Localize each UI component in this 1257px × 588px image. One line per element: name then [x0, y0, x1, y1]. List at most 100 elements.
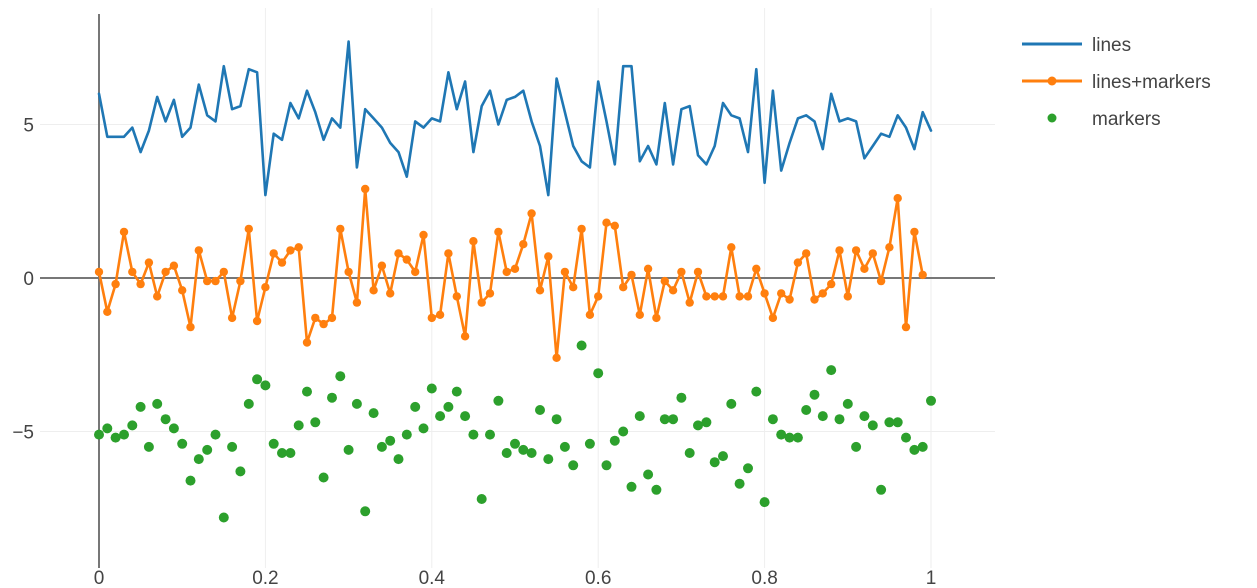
data-point	[419, 230, 428, 240]
data-point	[576, 340, 587, 351]
data-point	[585, 310, 595, 319]
data-point	[593, 368, 604, 379]
data-point	[502, 267, 511, 277]
data-point	[119, 429, 129, 440]
data-point	[252, 316, 262, 326]
data-point	[809, 389, 820, 400]
data-point	[186, 322, 195, 332]
data-point	[377, 261, 387, 270]
data-point	[627, 270, 636, 280]
x-tick-label: 0.4	[419, 568, 446, 588]
data-point	[143, 441, 154, 452]
data-point	[901, 322, 911, 332]
data-point	[168, 423, 179, 434]
data-point	[634, 411, 645, 422]
data-point	[302, 338, 312, 347]
data-point	[535, 405, 545, 415]
data-point	[402, 255, 411, 264]
data-point	[651, 484, 662, 495]
data-point	[494, 227, 503, 237]
data-point	[501, 448, 512, 458]
data-point	[94, 267, 104, 277]
data-point	[185, 475, 196, 486]
data-point	[710, 292, 719, 301]
data-point	[269, 249, 278, 258]
data-point	[444, 249, 453, 258]
data-point	[427, 313, 436, 323]
data-point	[318, 472, 329, 483]
data-point	[327, 392, 337, 403]
data-point	[643, 264, 653, 273]
data-point	[851, 441, 862, 452]
data-point	[293, 420, 304, 431]
tick-labels: 0 0.2 0.4 0.6 0.8 1 −5 0 5	[12, 116, 936, 588]
data-point	[551, 414, 562, 425]
data-point	[236, 276, 245, 286]
legend-item-lines-markers[interactable]: lines+markers	[1022, 72, 1211, 93]
legend-label: lines	[1092, 35, 1131, 56]
data-point	[102, 423, 113, 434]
data-point	[460, 411, 471, 422]
legend-item-lines[interactable]: lines	[1022, 35, 1131, 56]
data-point	[677, 267, 686, 277]
data-point	[618, 426, 629, 437]
data-point	[751, 386, 762, 397]
data-point	[609, 435, 620, 446]
data-point	[435, 310, 445, 319]
data-point	[792, 432, 803, 443]
series-markers	[94, 340, 936, 523]
legend[interactable]: lines lines+markers markers	[1022, 35, 1211, 130]
series	[94, 40, 936, 523]
data-point	[227, 441, 238, 452]
data-point	[286, 246, 295, 255]
data-point	[351, 398, 362, 409]
data-point	[302, 386, 312, 397]
data-point	[268, 438, 279, 449]
data-point	[394, 249, 403, 258]
data-point	[343, 444, 354, 455]
data-point	[601, 460, 612, 471]
data-point	[610, 221, 619, 230]
data-point	[602, 218, 611, 227]
data-point	[352, 298, 362, 307]
data-point	[684, 448, 695, 458]
data-point	[443, 401, 454, 412]
data-point	[410, 401, 421, 412]
data-point	[260, 380, 271, 391]
data-point	[127, 420, 138, 431]
y-tick-label: 5	[23, 116, 34, 137]
data-point	[477, 298, 486, 307]
data-point	[451, 386, 462, 397]
data-point	[386, 289, 395, 298]
grid	[40, 8, 995, 568]
data-point	[526, 448, 537, 458]
data-point	[752, 264, 761, 273]
data-point	[119, 227, 129, 237]
legend-label: lines+markers	[1092, 72, 1211, 93]
data-point	[335, 371, 346, 382]
data-point	[203, 276, 212, 286]
data-point	[385, 435, 396, 446]
data-point	[344, 267, 353, 277]
data-point	[128, 267, 137, 277]
data-point	[136, 279, 145, 289]
data-point	[285, 448, 296, 458]
legend-label: markers	[1092, 109, 1161, 130]
legend-item-markers[interactable]: markers	[1047, 109, 1161, 130]
data-point	[834, 414, 845, 425]
legend-swatch-marker	[1047, 113, 1057, 123]
data-point	[569, 283, 578, 292]
data-point	[519, 240, 528, 249]
data-point	[144, 258, 154, 267]
data-point	[135, 401, 146, 412]
data-point	[211, 276, 220, 286]
data-point	[193, 454, 204, 465]
data-point	[743, 463, 753, 474]
data-point	[311, 313, 320, 323]
data-point	[718, 451, 728, 462]
data-point	[660, 276, 669, 286]
data-point	[435, 411, 446, 422]
data-point	[411, 267, 420, 277]
data-point	[818, 289, 827, 298]
data-point	[885, 243, 894, 252]
